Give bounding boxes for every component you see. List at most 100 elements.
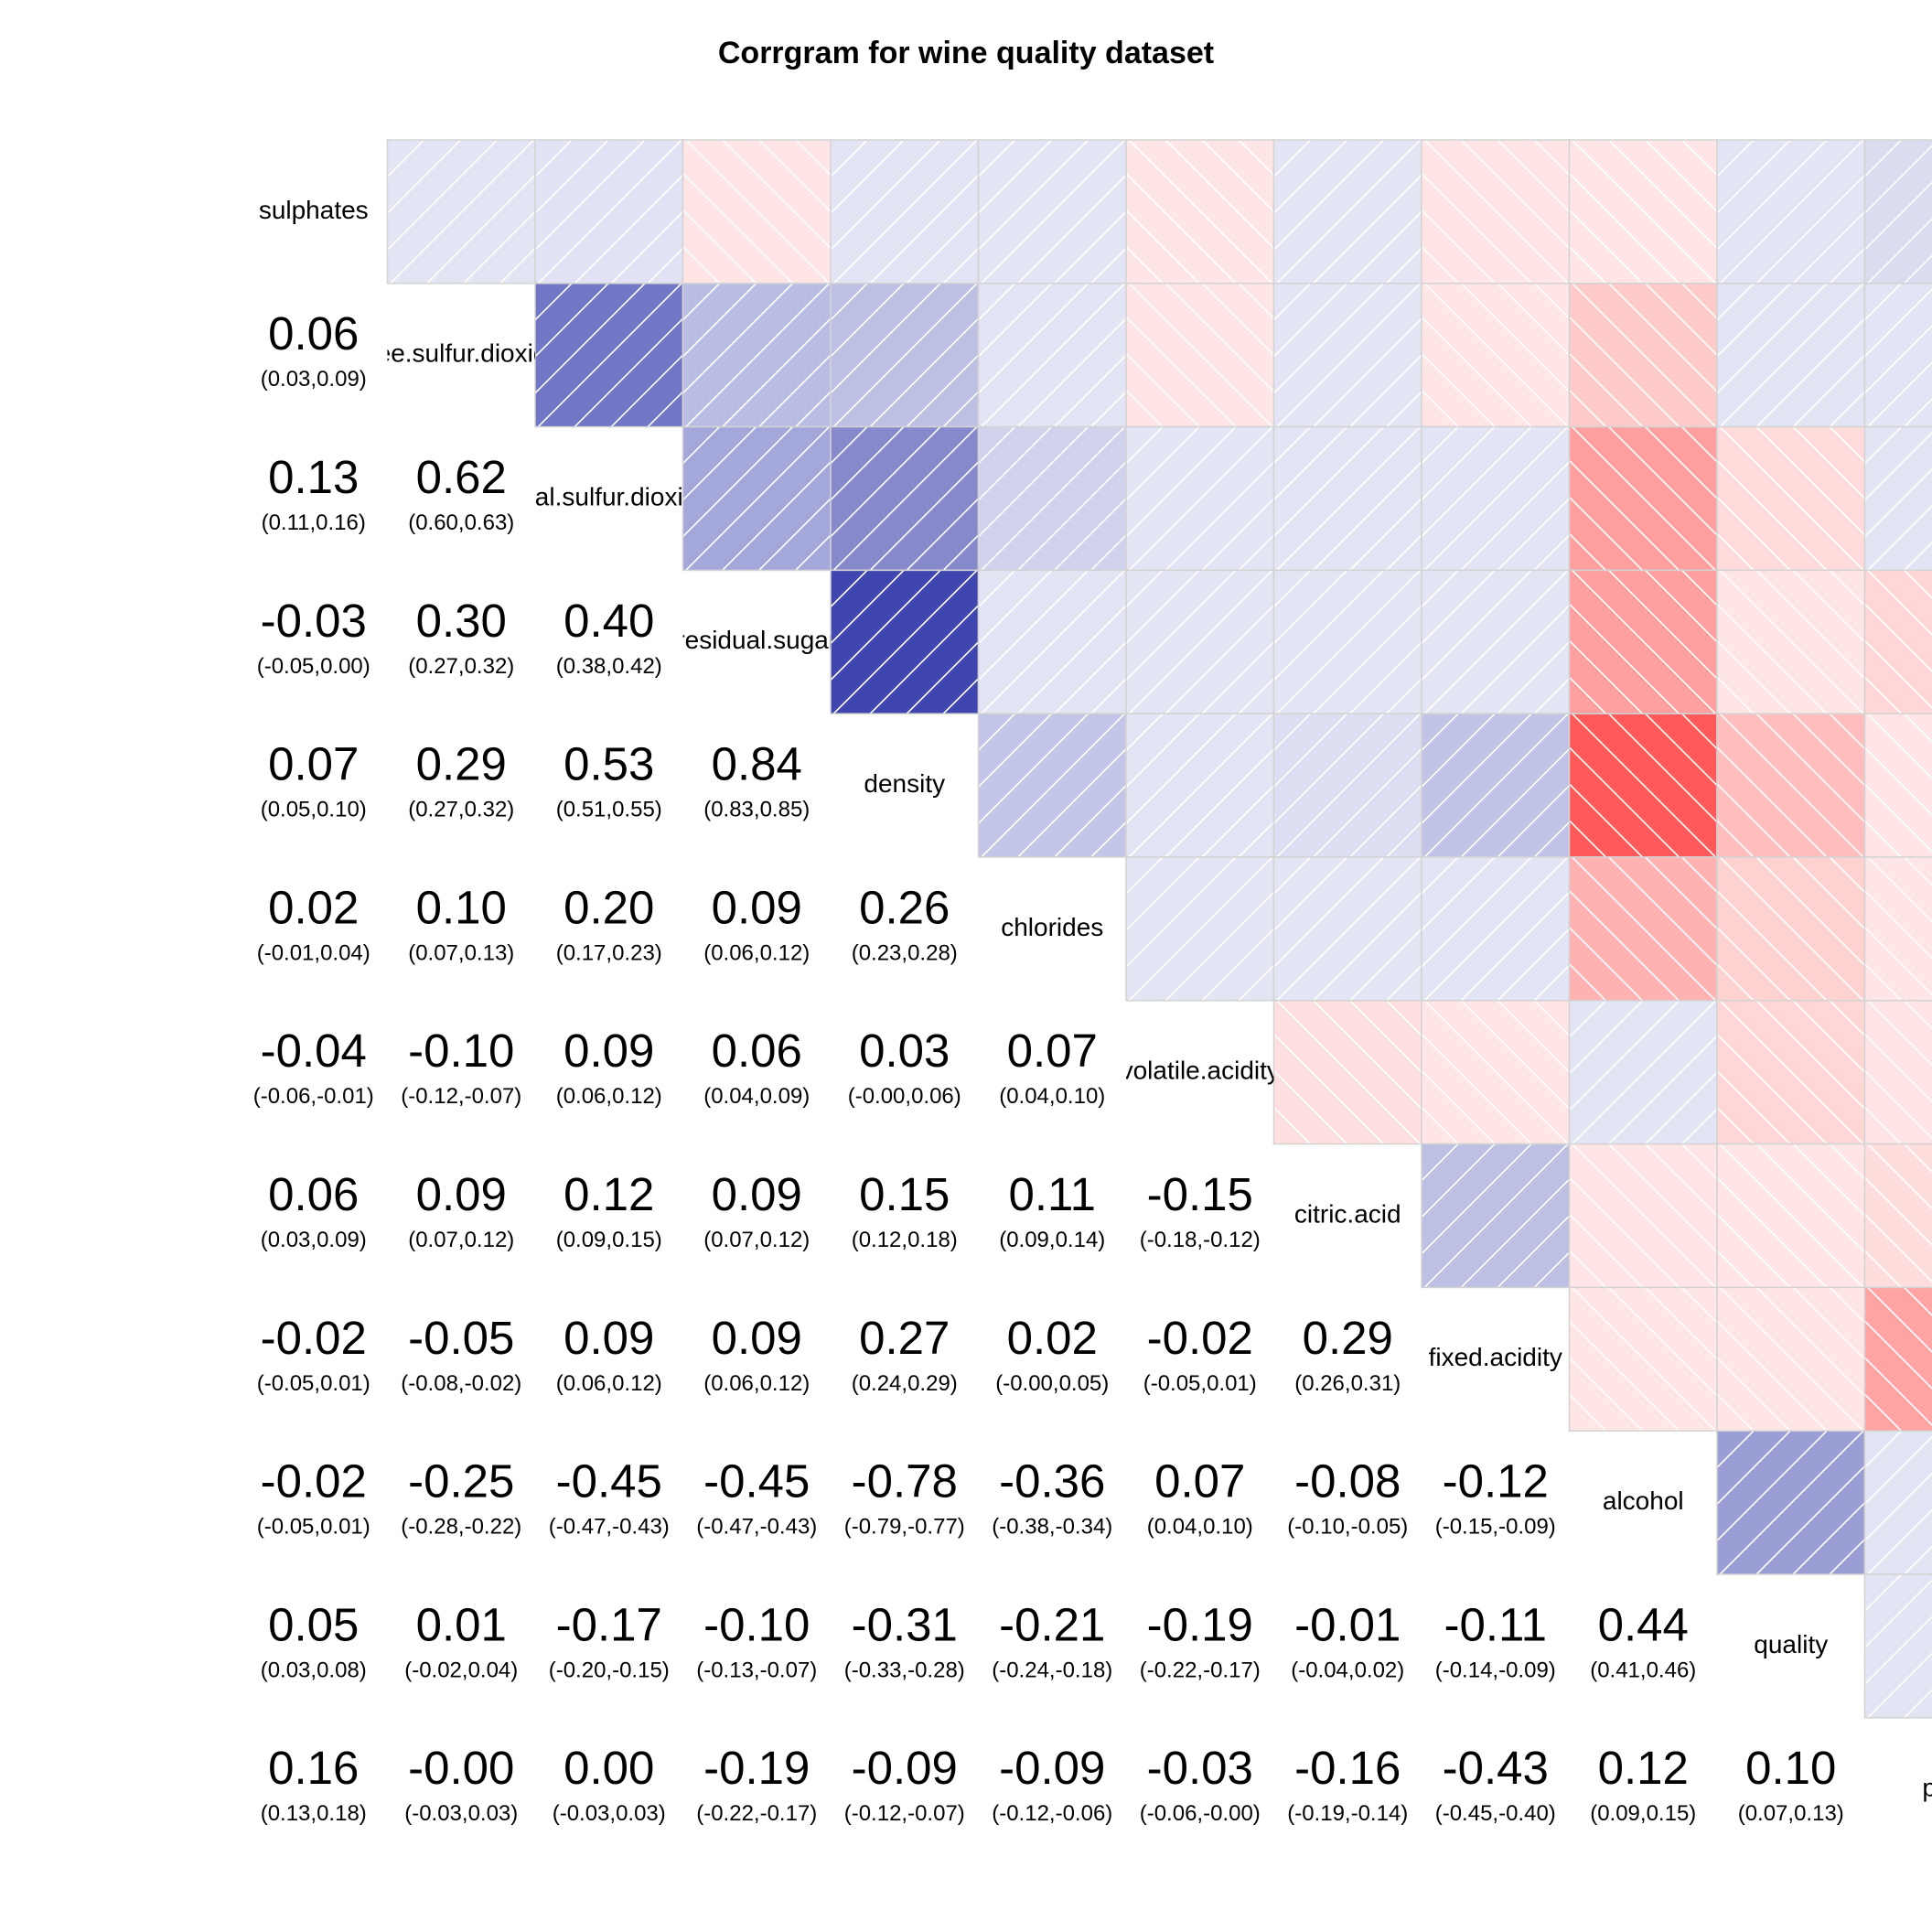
- corr-coef: 0.10: [416, 881, 507, 933]
- hatch-line: [1569, 1000, 1607, 1038]
- hatch-line: [1645, 714, 1717, 787]
- hatch-line: [1864, 962, 1903, 1001]
- hatch-line: [1719, 1000, 1864, 1144]
- hatch-line: [1497, 497, 1570, 571]
- hatch-line: [1867, 361, 1932, 427]
- hatch-line: [978, 714, 1016, 752]
- corr-coef: -0.02: [1147, 1312, 1253, 1364]
- hatch-line: [1681, 140, 1717, 177]
- hatch-line: [1423, 1000, 1569, 1144]
- conf-interval: (0.38,0.42): [556, 654, 662, 679]
- conf-cell-ph-citric-acid: -0.16 (-0.19,-0.14): [1287, 1742, 1408, 1826]
- hatch-line: [535, 140, 609, 215]
- hatch-line: [1717, 140, 1828, 252]
- shade-cell-total-sulfur-dioxide-fixed-acidity: [1421, 425, 1571, 572]
- hatch-line: [831, 140, 941, 252]
- conf-cell-citric-acid-chlorides: 0.11 (0.09,0.14): [999, 1168, 1105, 1252]
- hatch-line: [1864, 140, 1903, 178]
- hatch-lines: [1569, 1000, 1717, 1144]
- hatch-line: [1719, 1143, 1864, 1288]
- hatch-line: [1608, 283, 1717, 393]
- hatch-lines: [682, 140, 831, 284]
- hatch-line: [978, 283, 1089, 394]
- cell-border: [1863, 139, 1932, 284]
- conf-cell-quality-volatile-acidity: -0.19 (-0.22,-0.17): [1140, 1598, 1261, 1682]
- hatch-line: [1569, 316, 1680, 427]
- hatch-line: [1090, 677, 1126, 714]
- hatch-line: [1719, 426, 1864, 571]
- corr-coef: -0.12: [1443, 1455, 1549, 1508]
- hatch-line: [1717, 1176, 1828, 1288]
- shade-cell-citric-acid-alcohol: [1568, 1143, 1718, 1289]
- conf-interval: (0.04,0.10): [999, 1084, 1105, 1109]
- conf-cell-alcohol-density: -0.78 (-0.79,-0.77): [844, 1455, 965, 1540]
- hatch-lines: [535, 283, 683, 427]
- hatch-line: [1422, 714, 1496, 789]
- hatch-lines: [1569, 283, 1717, 427]
- conf-interval: (0.07,0.12): [703, 1228, 810, 1252]
- hatch-line: [1422, 426, 1496, 501]
- hatch-line: [1273, 857, 1348, 932]
- shade-cell-free-sulfur-dioxide-residual-sugar: [682, 283, 832, 428]
- hatch-lines: [1864, 1287, 1932, 1432]
- corr-coef: -0.09: [852, 1742, 958, 1794]
- conf-cell-alcohol-fixed-acidity: -0.12 (-0.15,-0.09): [1435, 1455, 1556, 1540]
- conf-interval: (-0.79,-0.77): [844, 1515, 965, 1540]
- hatch-line: [1273, 570, 1385, 682]
- hatch-line: [1422, 857, 1496, 932]
- hatch-line: [1717, 1213, 1791, 1288]
- shade-cell-citric-acid-quality: [1716, 1143, 1866, 1289]
- hatch-line: [869, 317, 979, 427]
- hatch-line: [1497, 640, 1570, 714]
- conf-cell-density-residual-sugar: 0.84 (0.83,0.85): [703, 738, 810, 822]
- conf-interval: (0.05,0.10): [261, 798, 367, 822]
- shade-cell-free-sulfur-dioxide-quality: [1716, 283, 1866, 428]
- hatch-lines: [1864, 1574, 1932, 1718]
- corr-coef: 0.02: [1007, 1312, 1098, 1364]
- hatch-line: [831, 140, 905, 215]
- conf-cell-ph-sulphates: 0.16 (0.13,0.18): [261, 1742, 367, 1826]
- hatch-line: [610, 210, 683, 284]
- hatch-line: [1238, 677, 1274, 714]
- diag-label-sulphates: sulphates: [259, 196, 369, 224]
- hatch-line: [831, 283, 941, 394]
- shade-cell-sulphates-total-sulfur-dioxide: [534, 139, 684, 284]
- conf-interval: (-0.00,0.05): [995, 1371, 1109, 1396]
- corr-coef: 0.09: [712, 881, 802, 933]
- corr-coef: 0.27: [859, 1312, 950, 1364]
- hatch-line: [1276, 426, 1422, 571]
- hatch-line: [1792, 857, 1865, 930]
- conf-interval: (-0.05,0.01): [257, 1515, 370, 1540]
- shade-fill: [1864, 1287, 1932, 1432]
- conf-interval: (0.03,0.09): [261, 367, 367, 392]
- hatch-line: [1128, 426, 1273, 571]
- hatch-lines: [1569, 1143, 1717, 1288]
- hatch-line: [1569, 245, 1607, 284]
- shade-cell-residual-sugar-alcohol: [1568, 569, 1718, 714]
- cell-border: [1863, 283, 1932, 428]
- hatch-line: [1422, 1143, 1459, 1182]
- hatch-line: [1533, 821, 1570, 858]
- hatch-line: [1904, 857, 1932, 886]
- hatch-line: [1533, 533, 1570, 571]
- hatch-line: [1090, 391, 1126, 427]
- hatch-line: [1422, 570, 1532, 682]
- hatch-line: [1422, 426, 1459, 465]
- hatch-lines: [1126, 857, 1274, 1001]
- shade-cell-alcohol-ph: [1863, 1430, 1932, 1575]
- hatch-line: [1349, 1000, 1422, 1074]
- hatch-line: [1423, 140, 1569, 284]
- conf-cell-citric-acid-volatile-acidity: -0.15 (-0.18,-0.12): [1140, 1168, 1261, 1252]
- shade-cell-total-sulfur-dioxide-chlorides: [977, 425, 1127, 572]
- hatch-line: [1460, 460, 1570, 571]
- conf-cell-quality-total-sulfur-dioxide: -0.17 (-0.20,-0.15): [549, 1598, 670, 1682]
- hatch-line: [647, 247, 683, 284]
- conf-interval: (0.07,0.12): [408, 1228, 514, 1252]
- hatch-line: [831, 570, 941, 682]
- hatch-line: [1238, 964, 1274, 1001]
- hatch-line: [942, 533, 979, 571]
- conf-cell-fixed-acidity-sulphates: -0.02 (-0.05,0.01): [257, 1312, 370, 1396]
- corr-coef: -0.25: [408, 1455, 514, 1508]
- hatch-line: [1864, 1615, 1932, 1686]
